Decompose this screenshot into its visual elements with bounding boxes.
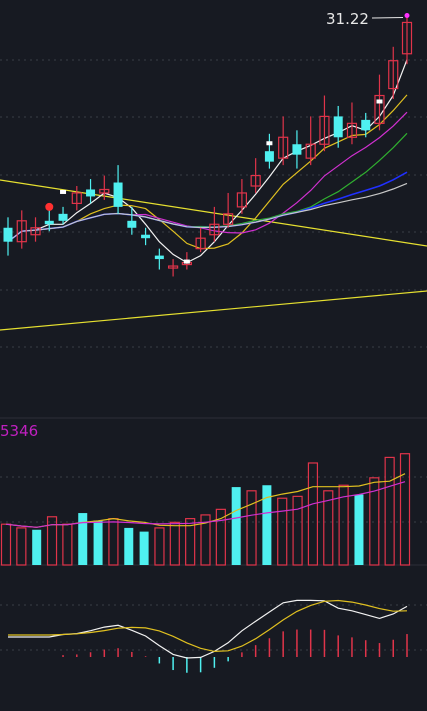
- trendline-lower: [0, 290, 427, 331]
- candle-body-down: [58, 213, 68, 221]
- candle-body-down: [361, 119, 371, 131]
- volume-bar-up: [277, 497, 288, 566]
- signal-marker: [376, 99, 383, 104]
- candle-body-down: [292, 144, 302, 155]
- volume-bar-up: [323, 490, 334, 566]
- markers: [45, 12, 410, 264]
- volume-ma-magenta: [5, 481, 406, 528]
- volume-bar-down: [262, 485, 272, 565]
- volume-bar-up: [292, 495, 303, 566]
- candle-body-down: [3, 227, 13, 242]
- candle-body-up: [401, 21, 413, 55]
- volume-value-label: 5346: [0, 422, 39, 440]
- volume-bars: [0, 453, 411, 566]
- candle-body-up: [168, 265, 179, 269]
- volume-bar-up: [154, 527, 165, 566]
- volume-bar-up: [338, 484, 349, 566]
- volume-bar-down: [354, 494, 364, 565]
- volume-bar-down: [93, 520, 103, 565]
- ma-line-blue: [7, 171, 408, 243]
- trendlines: [0, 179, 427, 331]
- high-pointer-line: [371, 16, 404, 19]
- candle-body-down: [113, 182, 123, 207]
- candle-body-up: [374, 94, 385, 124]
- volume-bar-down: [124, 527, 134, 565]
- ma-line-gray: [7, 182, 408, 243]
- candle-body-down: [141, 234, 151, 239]
- candle-body-up: [250, 174, 261, 187]
- signal-marker: [183, 259, 190, 264]
- signal-marker: [60, 189, 67, 194]
- candle-body-up: [223, 213, 234, 225]
- volume-bar-up: [215, 508, 226, 566]
- candle-body-up: [195, 237, 206, 250]
- volume-bar-up: [108, 518, 119, 566]
- volume-bar-up: [399, 453, 411, 566]
- volume-bar-down: [32, 529, 42, 565]
- volume-bar-up: [384, 456, 395, 566]
- candle-body-down: [154, 255, 164, 260]
- volume-bar-up: [169, 521, 180, 566]
- candle-body-up: [388, 60, 399, 90]
- volume-bar-down: [139, 531, 149, 565]
- candle-body-up: [278, 136, 289, 159]
- candle-body-up: [236, 192, 247, 208]
- candle-body-up: [305, 143, 316, 159]
- volume-bar-up: [62, 523, 73, 566]
- candle-body-up: [16, 220, 27, 243]
- signal-marker-red: [45, 202, 54, 211]
- volume-bar-up: [200, 514, 211, 566]
- volume-bar-up: [307, 462, 319, 566]
- high-point-dot: [404, 12, 410, 18]
- volume-bar-up: [0, 523, 12, 566]
- volume-bar-up: [16, 527, 27, 566]
- volume-bar-down: [231, 487, 241, 565]
- candles: [3, 15, 413, 277]
- candle-body-down: [333, 116, 343, 138]
- candle-body-up: [319, 115, 330, 145]
- price-high-label: 31.22: [326, 10, 369, 28]
- volume-bar-down: [78, 513, 88, 565]
- candle-body-up: [71, 192, 82, 205]
- signal-marker: [266, 141, 273, 146]
- macd-dea-line: [8, 599, 408, 653]
- volume-ma-yellow: [5, 473, 406, 528]
- candle-body-down: [264, 151, 274, 162]
- candle-body-up: [346, 122, 358, 138]
- candle-body-up: [99, 188, 110, 194]
- volume-bar-up: [185, 518, 196, 566]
- candle-body-down: [127, 220, 137, 228]
- volume-bar-up: [246, 490, 257, 566]
- volume-bar-up: [46, 516, 58, 566]
- candle-body-down: [44, 220, 54, 225]
- volume-bar-up: [369, 477, 380, 566]
- indicator-panel: [8, 599, 408, 673]
- candle-body-down: [86, 189, 96, 197]
- candle-body-up: [30, 227, 41, 236]
- candle-body-up: [209, 223, 220, 236]
- trendline-upper: [0, 179, 427, 247]
